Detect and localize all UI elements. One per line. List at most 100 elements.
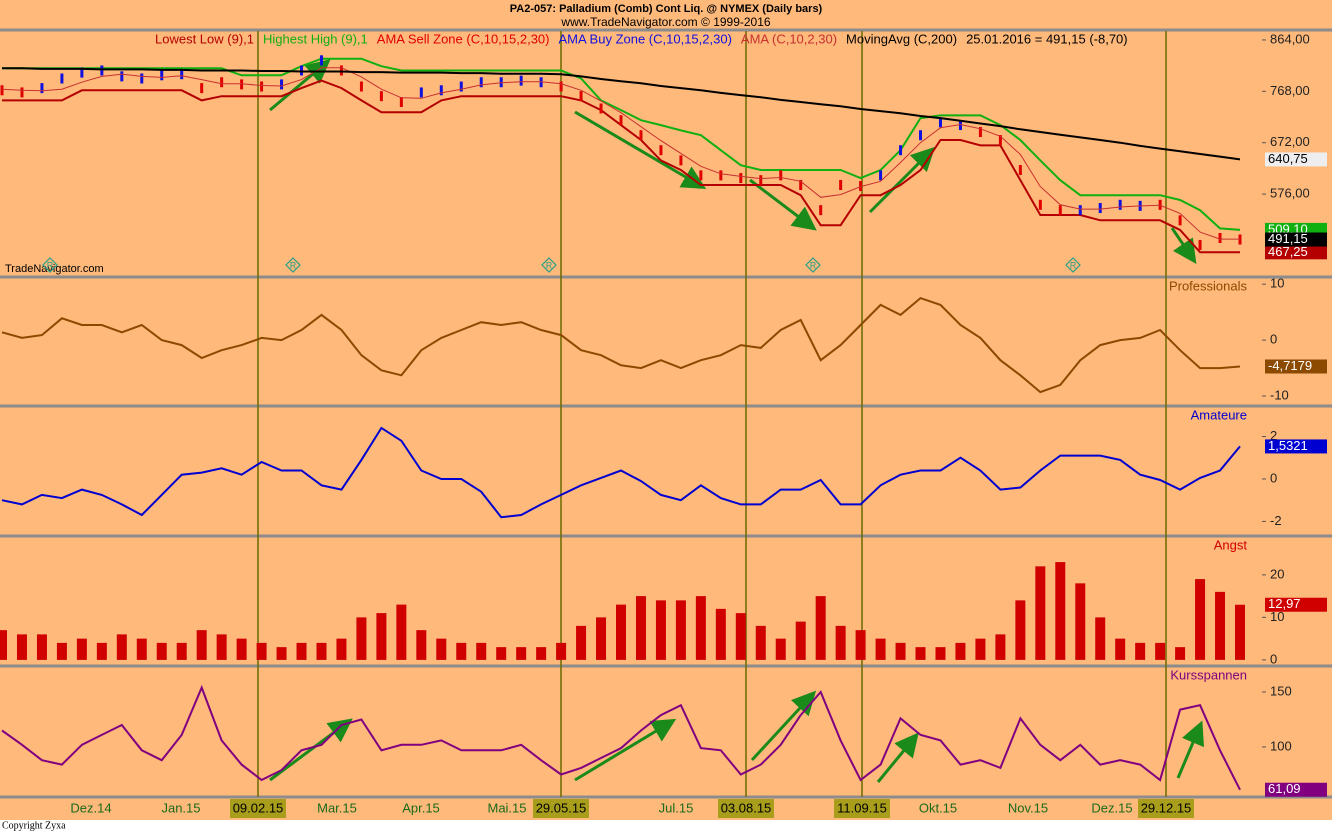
y-tick-label: 150 xyxy=(1270,683,1292,698)
bar xyxy=(416,630,427,660)
price-bar xyxy=(20,87,24,98)
bar xyxy=(516,647,527,660)
bar xyxy=(176,642,187,660)
bar xyxy=(396,604,407,660)
bar xyxy=(655,600,666,660)
price-bar xyxy=(938,117,942,128)
bar xyxy=(596,617,607,660)
bar xyxy=(1095,617,1106,660)
price-bar xyxy=(1118,199,1122,210)
bar xyxy=(1195,579,1206,660)
series-line xyxy=(1,67,1240,240)
value-label: 12,97 xyxy=(1268,596,1301,611)
bar xyxy=(476,642,487,660)
bar xyxy=(156,642,167,660)
signal-marker xyxy=(285,257,301,273)
event-label-box xyxy=(533,799,589,818)
y-tick-label: 768,00 xyxy=(1270,83,1310,98)
x-tick-label: Dez.14 xyxy=(70,800,111,815)
bar xyxy=(76,638,87,660)
bar xyxy=(975,638,986,660)
price-bar xyxy=(60,73,64,84)
event-label: 09.02.15 xyxy=(233,800,284,815)
y-tick-label: -10 xyxy=(1270,387,1289,402)
x-tick-label: Okt.15 xyxy=(919,800,957,815)
y-tick-label: 576,00 xyxy=(1270,186,1310,201)
price-bar xyxy=(559,81,563,92)
panel-title: Kursspannen xyxy=(1170,667,1247,682)
bar xyxy=(236,638,247,660)
value-label-box xyxy=(1265,152,1327,167)
value-label-box xyxy=(1265,439,1327,454)
bar xyxy=(356,617,367,660)
price-bar xyxy=(220,77,224,88)
panel-series xyxy=(1,426,1241,519)
x-tick-label: Dez.15 xyxy=(1091,800,1132,815)
bar xyxy=(1035,566,1046,660)
price-bar xyxy=(699,170,703,181)
price-bar xyxy=(919,130,923,141)
series-line xyxy=(2,57,1241,231)
event-label: 03.08.15 xyxy=(721,800,772,815)
price-bar xyxy=(1078,205,1082,216)
price-bar xyxy=(1018,165,1022,176)
price-bar xyxy=(839,180,843,191)
signal-label: R xyxy=(1070,260,1077,270)
header-title: PA2-057: Palladium (Comb) Cont Liq. @ NY… xyxy=(510,3,823,15)
event-label: 29.05.15 xyxy=(536,800,587,815)
event-label-box xyxy=(230,799,286,818)
bar xyxy=(376,613,387,660)
price-bar xyxy=(180,69,184,80)
price-bar xyxy=(1198,239,1202,250)
price-bar xyxy=(1178,215,1182,226)
bar xyxy=(576,625,587,660)
bar xyxy=(1155,642,1166,660)
price-bar xyxy=(260,81,264,92)
legend-entry: MovingAvg (C,200) xyxy=(846,31,957,46)
bar xyxy=(895,642,906,660)
value-label: -4,7179 xyxy=(1268,358,1312,373)
price-bar xyxy=(958,120,962,131)
price-bar xyxy=(280,79,284,90)
bar xyxy=(196,630,207,660)
bar xyxy=(0,630,7,660)
value-label-box xyxy=(1265,782,1327,797)
price-bar xyxy=(799,180,803,191)
bar xyxy=(496,647,507,660)
price-bar xyxy=(1218,232,1222,243)
panel-title: Amateure xyxy=(1191,407,1247,422)
price-bar xyxy=(499,77,503,88)
bar xyxy=(675,600,686,660)
signal-marker xyxy=(42,257,58,273)
bar xyxy=(56,642,67,660)
bar xyxy=(296,642,307,660)
event-label-box xyxy=(834,799,890,818)
panel-series xyxy=(1,684,1241,791)
bar xyxy=(835,625,846,660)
bar xyxy=(136,638,147,660)
bar xyxy=(336,638,347,660)
price-bar xyxy=(859,181,863,192)
price-bar xyxy=(379,91,383,102)
bar xyxy=(556,642,567,660)
price-bar xyxy=(759,175,763,186)
bar xyxy=(715,608,726,660)
bar xyxy=(456,642,467,660)
bar xyxy=(616,604,626,660)
bar xyxy=(915,647,926,660)
series-line xyxy=(1,426,1241,519)
y-tick-label: 20 xyxy=(1270,566,1284,581)
event-label: 11.09.15 xyxy=(837,800,887,815)
price-bar xyxy=(879,170,883,181)
bar xyxy=(1235,604,1245,660)
bar xyxy=(256,642,267,660)
signal-label: R xyxy=(47,260,54,270)
trend-arrows xyxy=(269,59,1205,783)
value-label: 61,09 xyxy=(1268,781,1301,796)
bar xyxy=(815,596,826,660)
y-tick-label: 0 xyxy=(1270,332,1277,347)
price-bar xyxy=(739,173,743,184)
bar xyxy=(276,647,287,660)
